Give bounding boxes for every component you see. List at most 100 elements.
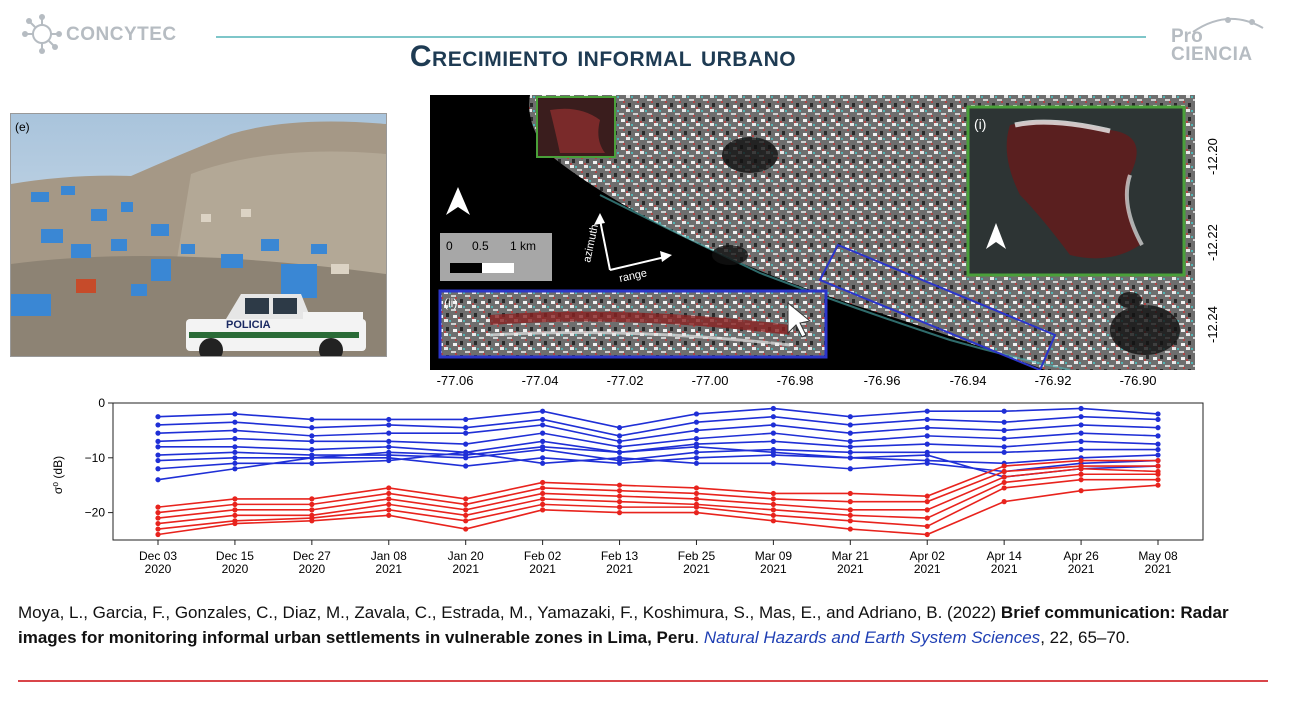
chart-data-point	[463, 416, 469, 423]
chart-data-point	[463, 512, 469, 518]
chart-x-tick-year: 2021	[529, 562, 556, 576]
chart-data-point	[232, 449, 238, 455]
settlement-photo: POLICIA (e)	[10, 113, 387, 357]
chart-data-point	[540, 444, 546, 450]
chart-data-point	[693, 427, 700, 433]
chart-data-point	[1001, 468, 1007, 475]
chart-data-point	[693, 496, 700, 502]
chart-x-tick-year: 2021	[760, 562, 787, 576]
chart-data-point	[540, 455, 546, 461]
chart-data-point	[847, 490, 853, 497]
chart-series-line	[157, 415, 1159, 437]
chart-data-point	[463, 496, 469, 502]
sar-x-tick: -76.92	[1034, 373, 1072, 388]
chart-data-point	[155, 422, 161, 428]
chart-data-point	[924, 499, 930, 505]
chart-data-point	[770, 449, 776, 455]
chart-x-tick-label: Apr 26	[1063, 549, 1099, 563]
inset-i: (i)	[966, 105, 1186, 277]
sar-x-tick: -77.02	[606, 373, 644, 388]
citation-title: Brief communication: Radar images for mo…	[18, 603, 1229, 647]
chart-data-point	[540, 507, 546, 513]
prociencia-arc-icon	[1192, 17, 1264, 33]
chart-series-line	[158, 440, 1159, 454]
chart-data-point	[924, 425, 930, 431]
chart-data-point	[693, 455, 700, 461]
chart-data-point	[1078, 446, 1084, 453]
chart-data-point	[924, 507, 930, 513]
chart-data-point	[155, 414, 161, 420]
chart-data-point	[770, 496, 776, 502]
chart-data-point	[232, 411, 238, 417]
chart-data-point	[155, 477, 161, 483]
chart-data-point	[1001, 474, 1007, 480]
chart-data-point	[1155, 416, 1161, 423]
chart-data-point	[770, 460, 776, 466]
chart-data-point	[847, 444, 853, 450]
chart-data-point	[616, 460, 623, 466]
chart-data-point	[540, 490, 546, 497]
chart-data-point	[1078, 466, 1084, 472]
citation-journal-link[interactable]: Natural Hazards and Earth System Science…	[703, 628, 1041, 647]
chart-data-point	[924, 523, 930, 529]
chart-data-point	[232, 466, 238, 472]
chart-data-point	[1001, 408, 1007, 414]
chart-data-point	[309, 438, 315, 444]
chart-data-point	[309, 518, 315, 524]
chart-x-tick-year: 2021	[914, 562, 941, 576]
chart-data-point	[155, 452, 161, 458]
chart-x-tick-year: 2021	[837, 562, 864, 576]
chart-data-point	[924, 531, 930, 538]
concytec-network-icon	[22, 14, 62, 54]
chart-data-point	[770, 414, 776, 420]
chart-x-tick-label: Jan 08	[371, 549, 407, 563]
chart-x-tick-label: Apr 02	[910, 549, 946, 563]
chart-x-tick-year: 2020	[222, 562, 249, 576]
chart-data-point	[1155, 482, 1161, 488]
chart-data-point	[1078, 430, 1084, 436]
chart-series-line	[157, 484, 1159, 536]
chart-data-point	[540, 501, 546, 507]
chart-data-point	[616, 482, 623, 488]
range-label: range	[618, 267, 648, 285]
chart-x-tick-label: Apr 14	[986, 549, 1022, 563]
chart-data-point	[309, 433, 315, 439]
chart-data-point	[309, 425, 315, 431]
sar-x-tick: -76.98	[776, 373, 814, 388]
chart-data-point	[232, 444, 238, 450]
chart-data-point	[693, 419, 700, 425]
chart-data-point	[463, 441, 469, 447]
sar-x-tick: -76.94	[949, 373, 987, 388]
chart-data-point	[924, 452, 930, 458]
chart-x-tick-label: Dec 15	[216, 549, 254, 563]
settlement-photo-image: POLICIA	[11, 114, 386, 356]
chart-data-point	[155, 430, 161, 436]
north-arrow-icon	[446, 187, 470, 215]
chart-data-point	[616, 444, 623, 450]
chart-data-point	[540, 485, 546, 491]
sar-x-tick: -77.06	[436, 373, 474, 388]
sar-x-tick: -76.90	[1119, 373, 1157, 388]
chart-data-point	[1001, 485, 1007, 491]
chart-data-point	[1078, 471, 1084, 477]
chart-data-point	[1001, 479, 1007, 486]
chart-data-point	[463, 526, 469, 532]
chart-data-point	[693, 460, 700, 466]
chart-data-point	[232, 496, 238, 502]
concytec-logo: CONCYTEC	[22, 12, 202, 58]
chart-data-point	[924, 416, 930, 423]
chart-data-point	[155, 515, 161, 521]
chart-data-point	[309, 507, 315, 513]
chart-data-point	[693, 485, 700, 491]
chart-x-tick-label: Feb 02	[524, 549, 562, 563]
chart-data-point	[232, 501, 238, 507]
chart-data-point	[386, 416, 392, 423]
chart-data-point	[1155, 425, 1161, 431]
chart-data-point	[616, 438, 623, 444]
chart-data-point	[616, 455, 623, 461]
chart-x-tick-year: 2021	[1145, 562, 1172, 576]
chart-data-point	[1001, 463, 1007, 469]
citation-volume-pages: , 22, 65–70.	[1040, 628, 1130, 647]
chart-data-point	[540, 430, 546, 436]
chart-data-point	[309, 455, 315, 461]
